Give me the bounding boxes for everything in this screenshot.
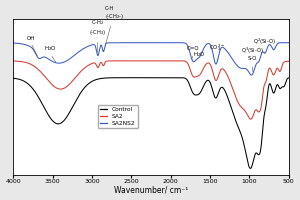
X-axis label: Wavenumber/ cm⁻¹: Wavenumber/ cm⁻¹	[114, 185, 188, 194]
Text: Q$^3$(Si-O)
S-O: Q$^3$(Si-O) S-O	[241, 45, 264, 72]
Legend: Control, SA2, SA2NS2: Control, SA2, SA2NS2	[98, 105, 138, 128]
Text: H$_2$O: H$_2$O	[193, 50, 205, 59]
Text: CO$_3^{2-}$: CO$_3^{2-}$	[209, 42, 225, 59]
Text: Q$^2$(Si-O): Q$^2$(Si-O)	[253, 36, 276, 53]
Text: OH: OH	[26, 36, 35, 41]
Text: H$_2$O: H$_2$O	[44, 44, 57, 53]
Text: C-H$_2$
(-CH$_3$): C-H$_2$ (-CH$_3$)	[89, 18, 106, 52]
Text: C=O: C=O	[186, 46, 199, 58]
Text: C-H
(-CH$_2$-): C-H (-CH$_2$-)	[105, 6, 124, 45]
